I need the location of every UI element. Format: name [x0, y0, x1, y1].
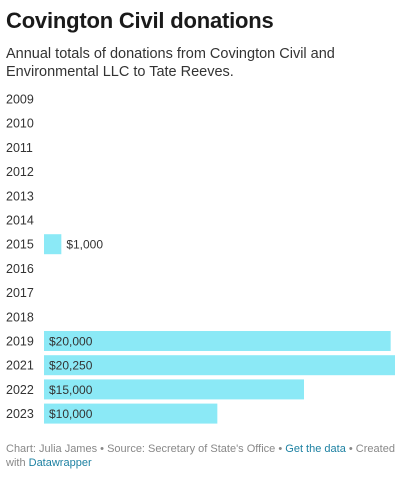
category-label: 2021: [6, 359, 34, 373]
category-label: 2017: [6, 286, 34, 300]
category-label: 2019: [6, 335, 34, 349]
category-label: 2013: [6, 189, 34, 203]
bar[interactable]: [44, 234, 62, 255]
value-label: $10,000: [49, 407, 93, 421]
value-label: $1,000: [66, 238, 103, 252]
footer-credit: Chart: Julia James: [6, 443, 98, 455]
datawrapper-link[interactable]: Datawrapper: [28, 457, 92, 469]
value-label: $20,000: [49, 335, 93, 349]
get-the-data-link[interactable]: Get the data: [285, 443, 346, 455]
chart-footer: Chart: Julia James • Source: Secretary o…: [6, 442, 411, 470]
footer-separator: •: [278, 443, 283, 455]
footer-created-prefix: Created with: [6, 443, 395, 469]
chart-subtitle: Annual totals of donations from Covingto…: [6, 46, 335, 80]
footer-separator: •: [348, 443, 353, 455]
category-label: 2009: [6, 93, 34, 107]
footer-separator: •: [100, 443, 105, 455]
bar[interactable]: [44, 355, 395, 376]
category-label: 2018: [6, 310, 34, 324]
category-label: 2010: [6, 117, 34, 131]
category-label: 2012: [6, 165, 34, 179]
value-label: $20,250: [49, 359, 93, 373]
category-label: 2015: [6, 238, 34, 252]
category-label: 2016: [6, 262, 34, 276]
bar[interactable]: [44, 331, 391, 351]
category-label: 2023: [6, 407, 34, 421]
bar[interactable]: [44, 379, 304, 400]
bar-chart: 2009 2010 2011 2012 2013 2014 2015 $1,000 2016 20…: [6, 93, 395, 424]
chart-title: Covington Civil donations: [6, 8, 274, 33]
footer-source: Source: Secretary of State's Office: [107, 443, 276, 455]
category-label: 2022: [6, 383, 34, 397]
category-label: 2014: [6, 214, 34, 228]
category-label: 2011: [6, 141, 33, 155]
bar[interactable]: [44, 403, 218, 424]
value-label: $15,000: [49, 383, 93, 397]
